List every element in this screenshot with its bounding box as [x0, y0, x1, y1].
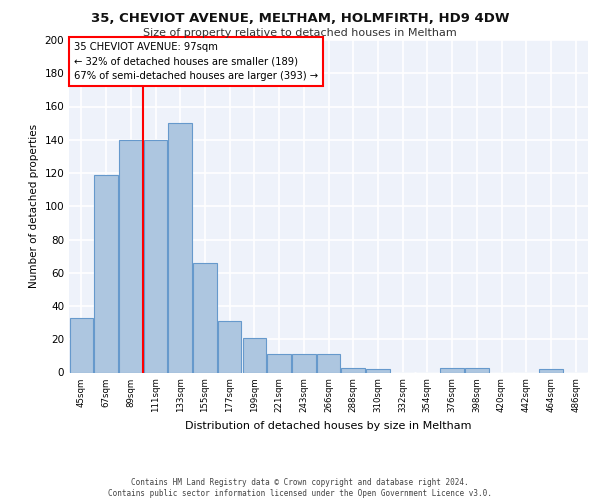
Bar [440, 368, 464, 372]
Bar [144, 140, 167, 372]
Bar [119, 140, 143, 372]
Bar [70, 318, 93, 372]
Bar [94, 174, 118, 372]
Bar [169, 123, 192, 372]
Y-axis label: Number of detached properties: Number of detached properties [29, 124, 39, 288]
Bar [193, 263, 217, 372]
Bar [218, 321, 241, 372]
Bar [292, 354, 316, 372]
Text: Size of property relative to detached houses in Meltham: Size of property relative to detached ho… [143, 28, 457, 38]
Bar [366, 369, 389, 372]
X-axis label: Distribution of detached houses by size in Meltham: Distribution of detached houses by size … [185, 420, 472, 430]
Text: 35, CHEVIOT AVENUE, MELTHAM, HOLMFIRTH, HD9 4DW: 35, CHEVIOT AVENUE, MELTHAM, HOLMFIRTH, … [91, 12, 509, 26]
Text: Contains HM Land Registry data © Crown copyright and database right 2024.
Contai: Contains HM Land Registry data © Crown c… [108, 478, 492, 498]
Bar [268, 354, 291, 372]
Bar [242, 338, 266, 372]
Bar [341, 368, 365, 372]
Bar [539, 369, 563, 372]
Bar [465, 368, 488, 372]
Bar [317, 354, 340, 372]
Text: 35 CHEVIOT AVENUE: 97sqm
← 32% of detached houses are smaller (189)
67% of semi-: 35 CHEVIOT AVENUE: 97sqm ← 32% of detach… [74, 42, 319, 82]
